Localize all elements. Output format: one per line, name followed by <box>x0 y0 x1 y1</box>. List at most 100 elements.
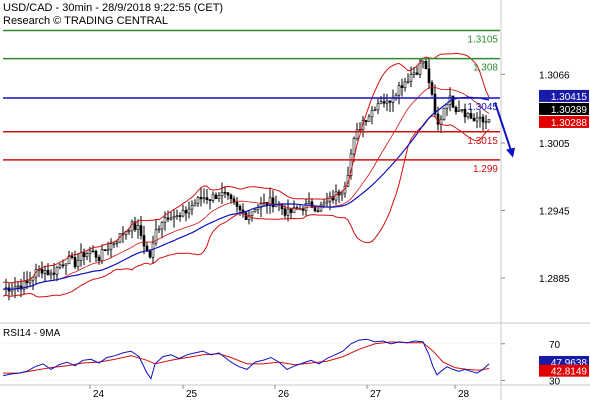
candle-body <box>382 101 386 104</box>
candle-body <box>325 200 329 204</box>
level-label: 1.299 <box>473 164 498 175</box>
candle-body <box>196 197 200 204</box>
candle-body <box>415 72 419 75</box>
candle-body <box>184 210 188 214</box>
candle-body <box>136 225 140 231</box>
candle-body <box>472 117 476 122</box>
candle-body <box>328 196 332 202</box>
candle-body <box>352 138 356 155</box>
candle-body <box>433 93 437 115</box>
candle-body <box>355 129 359 139</box>
candle-body <box>442 107 446 120</box>
candle-body <box>403 81 407 88</box>
candle-body <box>49 272 53 276</box>
candle-body <box>130 221 134 232</box>
candle-body <box>112 242 116 245</box>
level-label: 1.3045 <box>467 102 498 113</box>
candle-body <box>466 113 470 118</box>
candle-body <box>463 109 467 118</box>
candle-body <box>430 82 434 95</box>
candle-body <box>163 217 167 223</box>
candle-body <box>292 207 296 213</box>
candle-body <box>457 110 461 113</box>
candle-body <box>28 279 32 284</box>
candle-body <box>58 264 62 268</box>
candle-body <box>187 208 191 214</box>
candle-body <box>484 121 488 124</box>
candle-body <box>91 250 95 253</box>
candle-body <box>175 215 179 217</box>
candle-body <box>94 250 98 258</box>
candle-body <box>220 192 224 196</box>
price-marker-box <box>539 102 589 115</box>
bollinger-lower-line <box>2 115 490 298</box>
candle-body <box>190 205 194 210</box>
candle-body <box>76 260 80 268</box>
chart-title: USD/CAD - 30min - 28/9/2018 9:22:55 (CET… <box>3 2 224 14</box>
rsi-marker-label: 42.8149 <box>551 367 588 378</box>
candle-body <box>475 117 479 122</box>
candle-body <box>421 61 425 64</box>
time-tick-label: 25 <box>186 389 198 400</box>
candle-body <box>154 229 158 244</box>
candle-body <box>223 192 227 194</box>
candle-body <box>409 74 413 82</box>
candle-body <box>211 194 215 201</box>
candle-body <box>469 113 473 119</box>
candle-body <box>481 116 485 123</box>
candle-body <box>235 202 239 207</box>
level-label: 1.3015 <box>467 136 498 147</box>
candle-body <box>364 120 368 123</box>
candle-body <box>271 197 275 208</box>
candle-body <box>268 197 272 206</box>
candle-body <box>199 197 203 200</box>
candle-body <box>160 222 164 230</box>
candle-body <box>307 201 311 204</box>
candle-body <box>139 225 143 236</box>
candle-body <box>202 197 206 200</box>
candle-body <box>70 255 74 258</box>
candle-body <box>61 264 65 267</box>
candle-body <box>445 104 449 109</box>
bollinger-upper-line <box>2 52 490 284</box>
candle-body <box>46 270 50 276</box>
candle-body <box>460 109 464 111</box>
forecast-arrow-line <box>494 102 513 154</box>
candle-body <box>331 196 335 201</box>
moving-average-line <box>2 96 490 291</box>
rsi-tick-label: 70 <box>549 340 561 351</box>
time-tick-label: 24 <box>93 389 105 400</box>
candle-body <box>85 253 89 258</box>
candle-body <box>109 243 113 250</box>
time-tick-label: 27 <box>370 389 382 400</box>
candle-body <box>319 204 323 212</box>
chart-subtitle: Research © TRADING CENTRAL <box>3 15 168 27</box>
candle-body <box>289 208 293 213</box>
candle-body <box>232 198 236 203</box>
candle-body <box>214 194 218 199</box>
candle-body <box>226 192 230 196</box>
candle-body <box>340 192 344 196</box>
rsi-line <box>2 338 490 380</box>
candle-body <box>142 235 146 247</box>
candle-body <box>412 72 416 75</box>
candle-body <box>247 215 251 221</box>
candle-body <box>25 280 29 284</box>
candle-body <box>406 80 410 83</box>
candle-body <box>97 256 101 262</box>
candle-body <box>40 268 44 274</box>
candle-body <box>127 230 131 233</box>
candle-body <box>385 100 389 104</box>
rsi-ma-line <box>3 341 490 374</box>
candle-body <box>454 107 458 113</box>
candle-body <box>316 210 320 213</box>
rsi-title: RSI14 - 9MA <box>3 328 61 339</box>
candle-body <box>133 221 137 231</box>
candle-body <box>43 270 47 274</box>
candle-body <box>394 94 398 98</box>
candle-body <box>157 228 161 231</box>
candle-body <box>400 85 404 88</box>
candle-body <box>64 263 68 266</box>
candle-body <box>478 116 482 119</box>
level-label: 1.308 <box>473 63 498 74</box>
